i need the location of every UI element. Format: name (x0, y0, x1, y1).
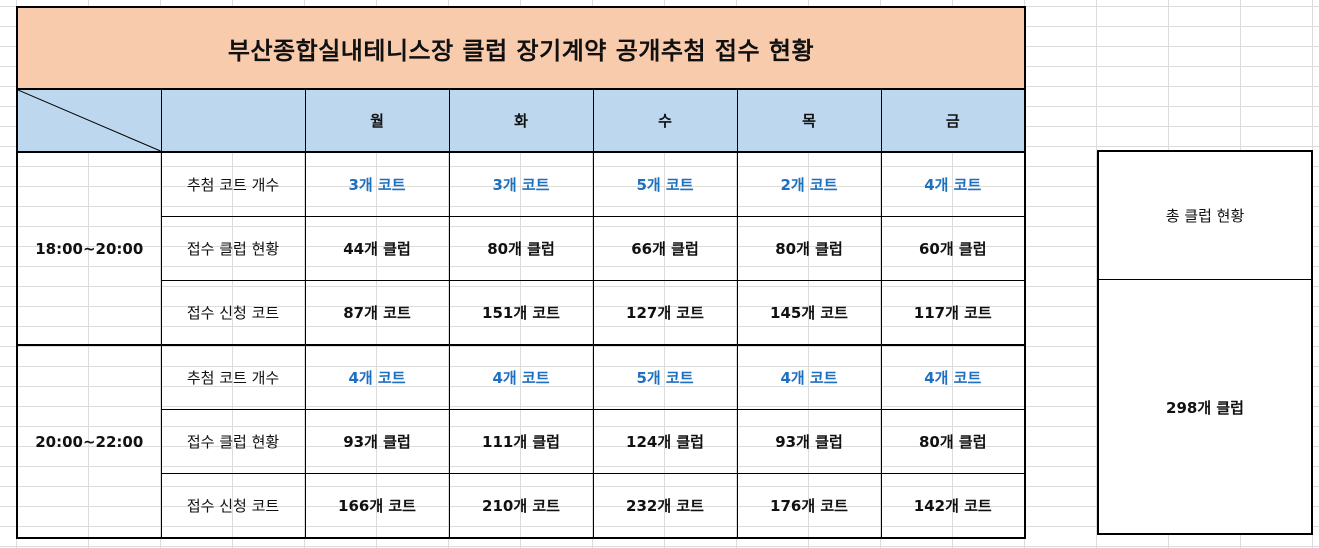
requested-court-cell: 117개 코트 (880, 280, 1025, 345)
row-label: 접수 신청 코트 (160, 280, 305, 345)
requested-court-cell: 176개 코트 (736, 473, 881, 538)
header-day-thu: 목 (736, 89, 881, 153)
table-row: 접수 클럽 현황 44개 클럽 80개 클럽 66개 클럽 80개 클럽 60개… (17, 216, 1025, 281)
court-count-cell: 5개 코트 (592, 344, 737, 410)
header-day-tue: 화 (448, 89, 593, 153)
requested-court-cell: 210개 코트 (448, 473, 593, 538)
club-count-cell: 93개 클럽 (304, 409, 449, 474)
row-label: 추첨 코트 개수 (160, 344, 305, 410)
club-count-cell: 44개 클럽 (304, 216, 449, 281)
time-slot-2: 20:00~22:00 (17, 344, 161, 538)
club-count-cell: 60개 클럽 (880, 216, 1025, 281)
time-slot-1: 18:00~20:00 (35, 239, 144, 258)
total-clubs-value: 298개 클럽 (1166, 398, 1244, 417)
total-clubs-label: 총 클럽 현황 (1099, 152, 1311, 280)
row-label: 접수 클럽 현황 (160, 216, 305, 281)
table-row: 접수 클럽 현황 93개 클럽 111개 클럽 124개 클럽 93개 클럽 8… (17, 409, 1025, 474)
table-row: 접수 신청 코트 166개 코트 210개 코트 232개 코트 176개 코트… (17, 473, 1025, 538)
header-day-fri: 금 (880, 89, 1025, 153)
header-day-mon: 월 (304, 89, 449, 153)
requested-court-cell: 145개 코트 (736, 280, 881, 345)
club-count-cell: 66개 클럽 (592, 216, 737, 281)
club-count-cell: 111개 클럽 (448, 409, 593, 474)
requested-court-cell: 151개 코트 (448, 280, 593, 345)
court-count-cell: 4개 코트 (880, 152, 1025, 217)
court-count-cell: 5개 코트 (592, 152, 737, 217)
court-count-cell: 2개 코트 (736, 152, 881, 217)
court-count-cell: 4개 코트 (304, 344, 449, 410)
row-label: 접수 신청 코트 (160, 473, 305, 538)
header-row: 월 화 수 목 금 (17, 89, 1025, 153)
club-count-cell: 80개 클럽 (448, 216, 593, 281)
court-count-cell: 3개 코트 (448, 152, 593, 217)
table-row: 20:00~22:00 추첨 코트 개수 4개 코트 4개 코트 5개 코트 4… (17, 344, 1025, 538)
club-count-cell: 124개 클럽 (592, 409, 737, 474)
requested-court-cell: 166개 코트 (304, 473, 449, 538)
club-count-cell: 93개 클럽 (736, 409, 881, 474)
reception-status-table: 부산종합실내테니스장 클럽 장기계약 공개추첨 접수 현황 월 화 수 목 금 … (16, 6, 1026, 539)
court-count-cell: 4개 코트 (448, 344, 593, 410)
requested-court-cell: 127개 코트 (592, 280, 737, 345)
table-title: 부산종합실내테니스장 클럽 장기계약 공개추첨 접수 현황 (17, 7, 1025, 90)
row-label: 추첨 코트 개수 (160, 152, 305, 217)
table-row: 접수 신청 코트 87개 코트 151개 코트 127개 코트 145개 코트 … (17, 280, 1025, 345)
header-blank-cell (160, 89, 305, 153)
header-day-wed: 수 (592, 89, 737, 153)
table-row: 18:00~20:00 추첨 코트 개수 3개 코트 3개 코트 5개 코트 2… (17, 152, 1025, 258)
court-count-cell: 3개 코트 (304, 152, 449, 217)
diagonal-line (18, 90, 161, 151)
diagonal-corner-cell (17, 89, 161, 153)
club-count-cell: 80개 클럽 (880, 409, 1025, 474)
requested-court-cell: 232개 코트 (592, 473, 737, 538)
club-count-cell: 80개 클럽 (736, 216, 881, 281)
total-clubs-box: 총 클럽 현황 298개 클럽 (1097, 150, 1313, 535)
requested-court-cell: 142개 코트 (880, 473, 1025, 538)
row-label: 접수 클럽 현황 (160, 409, 305, 474)
court-count-cell: 4개 코트 (736, 344, 881, 410)
requested-court-cell: 87개 코트 (304, 280, 449, 345)
court-count-cell: 4개 코트 (880, 344, 1025, 410)
